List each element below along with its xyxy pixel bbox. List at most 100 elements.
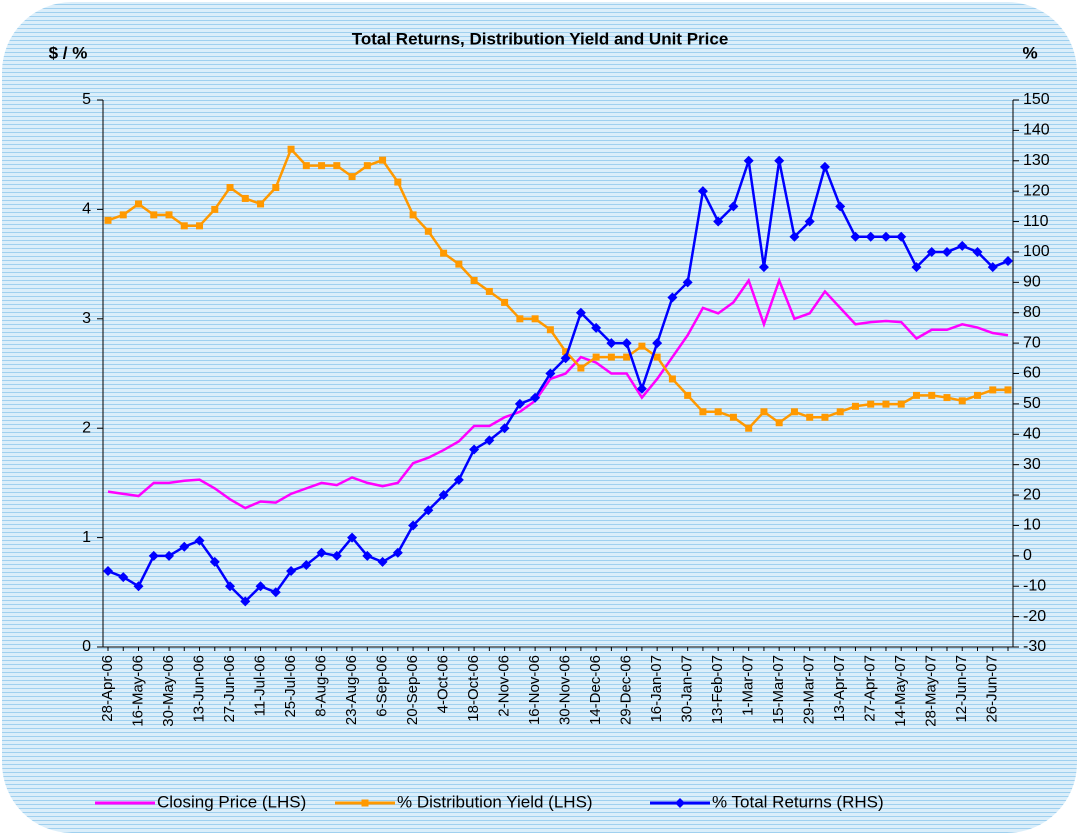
y2-tick-label: -10 xyxy=(1023,577,1046,594)
marker xyxy=(729,413,737,421)
marker xyxy=(331,550,342,561)
marker xyxy=(333,162,341,170)
y2-tick-label: 110 xyxy=(1023,213,1049,230)
marker xyxy=(196,222,204,230)
y-tick-label: 1 xyxy=(82,529,91,546)
x-tick-label: 30-Nov-06 xyxy=(557,655,574,725)
y2-tick-label: 140 xyxy=(1023,122,1050,139)
marker xyxy=(302,162,310,170)
marker xyxy=(104,216,112,224)
marker xyxy=(850,231,861,242)
x-tick-label: 11-Jul-06 xyxy=(252,655,269,716)
y2-tick-label: 130 xyxy=(1023,152,1050,169)
y-tick-label: 2 xyxy=(82,419,91,436)
marker xyxy=(636,383,647,394)
marker xyxy=(821,413,829,421)
marker xyxy=(408,520,419,531)
marker xyxy=(135,200,143,208)
marker xyxy=(775,419,783,427)
legend-label: % Total Returns (RHS) xyxy=(712,792,884,811)
marker xyxy=(592,353,600,361)
y2-tick-label: -20 xyxy=(1023,608,1046,625)
marker xyxy=(225,581,236,592)
marker xyxy=(379,156,387,164)
marker xyxy=(316,547,327,558)
x-tick-label: 20-Sep-06 xyxy=(404,655,421,725)
y-tick-label: 5 xyxy=(82,91,91,108)
marker xyxy=(164,550,175,561)
y2-tick-label: 100 xyxy=(1023,243,1050,260)
series-line xyxy=(107,276,1009,510)
y2-tick-label: 90 xyxy=(1023,274,1041,291)
x-tick-label: 18-Oct-06 xyxy=(465,655,482,722)
marker xyxy=(819,161,830,172)
marker xyxy=(118,572,129,583)
marker xyxy=(179,541,190,552)
x-tick-label: 14-Dec-06 xyxy=(587,655,604,725)
x-tick-label: 8-Aug-06 xyxy=(313,655,330,717)
marker xyxy=(804,216,815,227)
marker xyxy=(835,201,846,212)
x-tick-label: 12-Jun-07 xyxy=(953,655,970,723)
marker xyxy=(957,240,968,251)
x-tick-label: 30-Jan-07 xyxy=(679,655,696,723)
marker xyxy=(301,559,312,570)
marker xyxy=(562,348,570,356)
marker xyxy=(545,368,556,379)
marker xyxy=(668,375,676,383)
marker xyxy=(607,353,615,361)
marker xyxy=(653,353,661,361)
marker xyxy=(591,322,602,333)
marker xyxy=(211,205,219,213)
y-axis-label: $ / % xyxy=(49,43,88,62)
marker xyxy=(697,186,708,197)
y-tick-label: 0 xyxy=(82,638,91,655)
x-tick-label: 29-Mar-07 xyxy=(801,655,818,724)
marker xyxy=(789,231,800,242)
x-tick-label: 1-Mar-07 xyxy=(740,655,757,716)
marker xyxy=(469,444,480,455)
marker xyxy=(987,262,998,273)
marker xyxy=(530,392,541,403)
marker xyxy=(760,408,768,416)
marker xyxy=(897,400,905,408)
marker xyxy=(286,566,297,577)
marker xyxy=(682,277,693,288)
x-tick-label: 6-Sep-06 xyxy=(374,655,391,717)
marker xyxy=(361,799,369,807)
marker xyxy=(713,216,724,227)
y2-axis-label: % xyxy=(1022,43,1037,62)
y2-tick-label: 50 xyxy=(1023,395,1041,412)
marker xyxy=(836,408,844,416)
marker xyxy=(745,424,753,432)
x-tick-label: 13-Feb-07 xyxy=(709,655,726,724)
marker xyxy=(194,535,205,546)
marker xyxy=(1004,386,1012,394)
x-tick-label: 30-May-06 xyxy=(160,655,177,727)
legend-label: % Distribution Yield (LHS) xyxy=(397,792,593,811)
x-tick-label: 13-Apr-07 xyxy=(831,655,848,722)
x-tick-label: 16-Jan-07 xyxy=(648,655,665,723)
x-tick-label: 23-Aug-06 xyxy=(343,655,360,725)
marker xyxy=(119,211,127,219)
y2-tick-label: 150 xyxy=(1023,91,1050,108)
marker xyxy=(880,231,891,242)
marker xyxy=(257,200,265,208)
y-tick-label: 3 xyxy=(82,310,91,327)
marker xyxy=(790,408,798,416)
marker xyxy=(377,556,388,567)
marker xyxy=(865,231,876,242)
x-tick-label: 13-Jun-06 xyxy=(190,655,207,723)
y2-tick-label: -30 xyxy=(1023,638,1046,655)
marker xyxy=(226,184,234,192)
marker xyxy=(362,550,373,561)
x-tick-label: 16-May-06 xyxy=(129,655,146,727)
marker xyxy=(606,338,617,349)
x-tick-label: 14-May-07 xyxy=(892,655,909,727)
marker xyxy=(806,413,814,421)
marker xyxy=(1003,256,1013,267)
x-tick-label: 28-Apr-06 xyxy=(99,655,116,722)
marker xyxy=(896,231,907,242)
marker xyxy=(363,162,371,170)
